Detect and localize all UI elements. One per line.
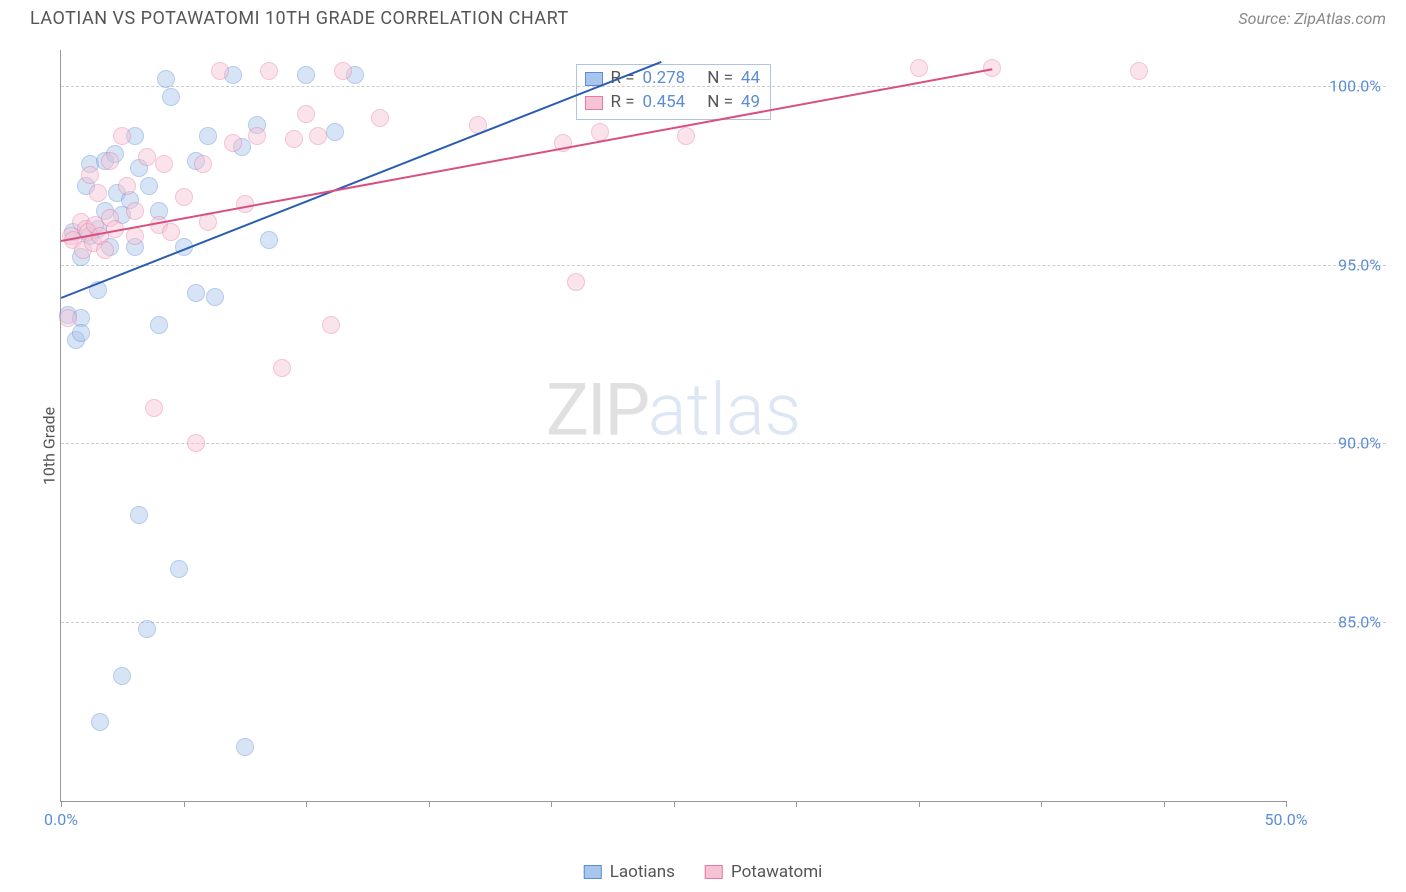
data-point <box>89 184 107 202</box>
data-point <box>322 316 340 334</box>
data-point <box>155 155 173 173</box>
r-value-potawatomi: 0.454 <box>643 91 686 115</box>
legend-label-potawatomi: Potawatomi <box>731 862 822 882</box>
data-point <box>211 62 229 80</box>
y-tick-label: 90.0% <box>1338 434 1381 453</box>
swatch-potawatomi-icon <box>705 865 723 879</box>
data-point <box>260 62 278 80</box>
swatch-potawatomi-icon <box>585 96 603 110</box>
data-point <box>126 227 144 245</box>
data-point <box>187 284 205 302</box>
plot-area: ZIPatlas R = 0.278 N = 44 R = 0.454 N = … <box>60 50 1286 802</box>
y-tick-label: 100.0% <box>1329 76 1381 95</box>
correlation-row-potawatomi: R = 0.454 N = 49 <box>585 91 761 115</box>
data-point <box>224 134 242 152</box>
x-tick <box>551 801 552 807</box>
n-label: N = <box>707 67 733 91</box>
data-point <box>334 62 352 80</box>
chart-header: LAOTIAN VS POTAWATOMI 10TH GRADE CORRELA… <box>0 0 1406 33</box>
data-point <box>983 59 1001 77</box>
x-tick <box>184 801 185 807</box>
data-point <box>260 231 278 249</box>
r-value-laotians: 0.278 <box>643 67 686 91</box>
data-point <box>567 273 585 291</box>
data-point <box>140 177 158 195</box>
legend-item-laotians: Laotians <box>584 862 675 882</box>
n-label: N = <box>707 91 733 115</box>
x-tick <box>61 801 62 807</box>
gridline <box>61 443 1386 444</box>
data-point <box>175 188 193 206</box>
gridline <box>61 622 1386 623</box>
gridline <box>61 86 1386 87</box>
data-point <box>91 713 109 731</box>
data-point <box>59 309 77 327</box>
swatch-laotians-icon <box>584 865 602 879</box>
correlation-row-laotians: R = 0.278 N = 44 <box>585 67 761 91</box>
x-tick <box>429 801 430 807</box>
chart-title: LAOTIAN VS POTAWATOMI 10TH GRADE CORRELA… <box>30 8 569 29</box>
data-point <box>118 177 136 195</box>
data-point <box>170 560 188 578</box>
series-legend: Laotians Potawatomi <box>584 862 822 882</box>
x-tick <box>1286 801 1287 807</box>
data-point <box>273 359 291 377</box>
data-point <box>126 202 144 220</box>
data-point <box>187 434 205 452</box>
data-point <box>206 288 224 306</box>
data-point <box>309 127 327 145</box>
x-tick <box>306 801 307 807</box>
watermark-atlas: atlas <box>648 368 801 453</box>
chart-container: ZIPatlas R = 0.278 N = 44 R = 0.454 N = … <box>50 50 1386 832</box>
y-tick-label: 95.0% <box>1338 255 1381 274</box>
data-point <box>248 127 266 145</box>
data-point <box>1130 62 1148 80</box>
data-point <box>677 127 695 145</box>
source-attribution: Source: ZipAtlas.com <box>1238 9 1386 28</box>
y-tick-label: 85.0% <box>1338 613 1381 632</box>
data-point <box>285 130 303 148</box>
data-point <box>101 152 119 170</box>
gridline <box>61 265 1386 266</box>
x-tick <box>1164 801 1165 807</box>
x-tick-label: 50.0% <box>1265 810 1308 829</box>
data-point <box>113 667 131 685</box>
data-point <box>96 241 114 259</box>
data-point <box>371 109 389 127</box>
r-label: R = <box>611 91 635 115</box>
x-tick <box>919 801 920 807</box>
n-value-laotians: 44 <box>741 67 760 91</box>
data-point <box>113 127 131 145</box>
data-point <box>236 738 254 756</box>
data-point <box>138 148 156 166</box>
legend-item-potawatomi: Potawatomi <box>705 862 822 882</box>
correlation-legend: R = 0.278 N = 44 R = 0.454 N = 49 <box>576 64 772 120</box>
x-tick <box>1041 801 1042 807</box>
data-point <box>326 123 344 141</box>
data-point <box>194 155 212 173</box>
data-point <box>72 324 90 342</box>
data-point <box>199 127 217 145</box>
data-point <box>130 506 148 524</box>
data-point <box>162 223 180 241</box>
data-point <box>162 88 180 106</box>
x-tick <box>674 801 675 807</box>
data-point <box>81 166 99 184</box>
watermark: ZIPatlas <box>546 368 801 453</box>
x-tick-label: 0.0% <box>44 810 78 829</box>
data-point <box>150 316 168 334</box>
legend-label-laotians: Laotians <box>610 862 675 882</box>
data-point <box>145 399 163 417</box>
watermark-zip: ZIP <box>546 368 648 453</box>
data-point <box>297 105 315 123</box>
data-point <box>910 59 928 77</box>
x-tick <box>796 801 797 807</box>
data-point <box>157 70 175 88</box>
data-point <box>138 620 156 638</box>
data-point <box>297 66 315 84</box>
